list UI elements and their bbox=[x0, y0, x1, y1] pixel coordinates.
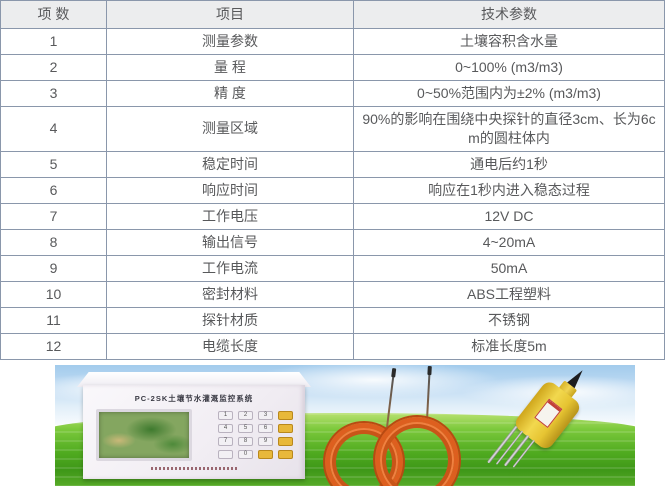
cell-item: 密封材料 bbox=[106, 280, 354, 308]
keypad-button bbox=[278, 424, 293, 433]
cell-item: 精 度 bbox=[106, 80, 354, 107]
keypad-button: 6 bbox=[258, 424, 273, 433]
keypad-button: 9 bbox=[258, 437, 273, 446]
keypad-button: 2 bbox=[238, 411, 253, 420]
cell-index: 12 bbox=[0, 332, 107, 360]
cell-param: 0~50%范围内为±2% (m3/m3) bbox=[353, 80, 665, 107]
spec-table: 项 数 项目 技术参数 1 测量参数 土壤容积含水量 2 量 程 0~100% (m3/m… bbox=[0, 0, 665, 360]
table-row: 6 响应时间 响应在1秒内进入稳态过程 bbox=[0, 176, 665, 204]
cell-item: 稳定时间 bbox=[106, 150, 354, 178]
cell-param: 4~20mA bbox=[353, 228, 665, 256]
cell-index: 7 bbox=[0, 202, 107, 230]
keypad-button: 7 bbox=[218, 437, 233, 446]
table-header-row: 项 数 项目 技术参数 bbox=[0, 0, 665, 29]
table-row: 4 测量区域 90%的影响在围绕中央探针的直径3cm、长为6cm的圆柱体内 bbox=[0, 106, 665, 152]
table-row: 11 探针材质 不锈钢 bbox=[0, 306, 665, 334]
keypad-button bbox=[278, 437, 293, 446]
cell-param: 标准长度5m bbox=[353, 332, 665, 360]
table-row: 1 测量参数 土壤容积含水量 bbox=[0, 28, 665, 55]
table-row: 7 工作电压 12V DC bbox=[0, 202, 665, 230]
cell-index: 10 bbox=[0, 280, 107, 308]
cell-index: 6 bbox=[0, 176, 107, 204]
header-item: 项目 bbox=[106, 0, 354, 29]
keypad-button bbox=[278, 411, 293, 420]
cell-index: 9 bbox=[0, 254, 107, 282]
cell-index: 3 bbox=[0, 80, 107, 107]
keypad-button bbox=[218, 450, 233, 459]
cell-param: 0~100% (m3/m3) bbox=[353, 54, 665, 81]
header-index: 项 数 bbox=[0, 0, 107, 29]
cell-param: 不锈钢 bbox=[353, 306, 665, 334]
cell-index: 5 bbox=[0, 150, 107, 178]
cell-param: 土壤容积含水量 bbox=[353, 28, 665, 55]
cell-item: 测量区域 bbox=[106, 106, 354, 152]
cell-param: ABS工程塑料 bbox=[353, 280, 665, 308]
keypad-button: 8 bbox=[238, 437, 253, 446]
cell-index: 11 bbox=[0, 306, 107, 334]
keypad-button bbox=[258, 450, 273, 459]
cell-index: 8 bbox=[0, 228, 107, 256]
cell-item: 量 程 bbox=[106, 54, 354, 81]
table-row: 10 密封材料 ABS工程塑料 bbox=[0, 280, 665, 308]
cell-item: 工作电流 bbox=[106, 254, 354, 282]
keypad-button bbox=[278, 450, 293, 459]
cable-coils bbox=[323, 365, 483, 486]
sensor-label bbox=[534, 398, 563, 429]
cell-item: 电缆长度 bbox=[106, 332, 354, 360]
table-row: 9 工作电流 50mA bbox=[0, 254, 665, 282]
cell-item: 测量参数 bbox=[106, 28, 354, 55]
cell-item: 探针材质 bbox=[106, 306, 354, 334]
probe-tip bbox=[427, 365, 432, 376]
table-body: 1 测量参数 土壤容积含水量 2 量 程 0~100% (m3/m3) 3 精 度 0~50%范… bbox=[0, 28, 665, 360]
keypad-button: 4 bbox=[218, 424, 233, 433]
device-lcd-screen bbox=[96, 409, 192, 461]
keypad-button: 1 bbox=[218, 411, 233, 420]
cell-param: 响应在1秒内进入稳态过程 bbox=[353, 176, 665, 204]
cell-index: 1 bbox=[0, 28, 107, 55]
keypad-button: 0 bbox=[238, 450, 253, 459]
cell-item: 响应时间 bbox=[106, 176, 354, 204]
orange-cable-coil bbox=[375, 417, 459, 486]
cell-index: 2 bbox=[0, 54, 107, 81]
header-param: 技术参数 bbox=[353, 0, 665, 29]
device-top-face bbox=[77, 372, 311, 387]
cell-param: 通电后约1秒 bbox=[353, 150, 665, 178]
cell-param: 50mA bbox=[353, 254, 665, 282]
table-row: 8 输出信号 4~20mA bbox=[0, 228, 665, 256]
keypad-button: 3 bbox=[258, 411, 273, 420]
table-row: 5 稳定时间 通电后约1秒 bbox=[0, 150, 665, 178]
cell-param: 12V DC bbox=[353, 202, 665, 230]
device-title: PC-2SK土壤节水灌溉监控系统 bbox=[134, 394, 254, 403]
device-company-text bbox=[151, 467, 237, 470]
cell-item: 工作电压 bbox=[106, 202, 354, 230]
cell-index: 4 bbox=[0, 106, 107, 152]
cell-item: 输出信号 bbox=[106, 228, 354, 256]
keypad-button: 5 bbox=[238, 424, 253, 433]
table-row: 12 电缆长度 标准长度5m bbox=[0, 332, 665, 360]
cell-param: 90%的影响在围绕中央探针的直径3cm、长为6cm的圆柱体内 bbox=[353, 106, 665, 152]
